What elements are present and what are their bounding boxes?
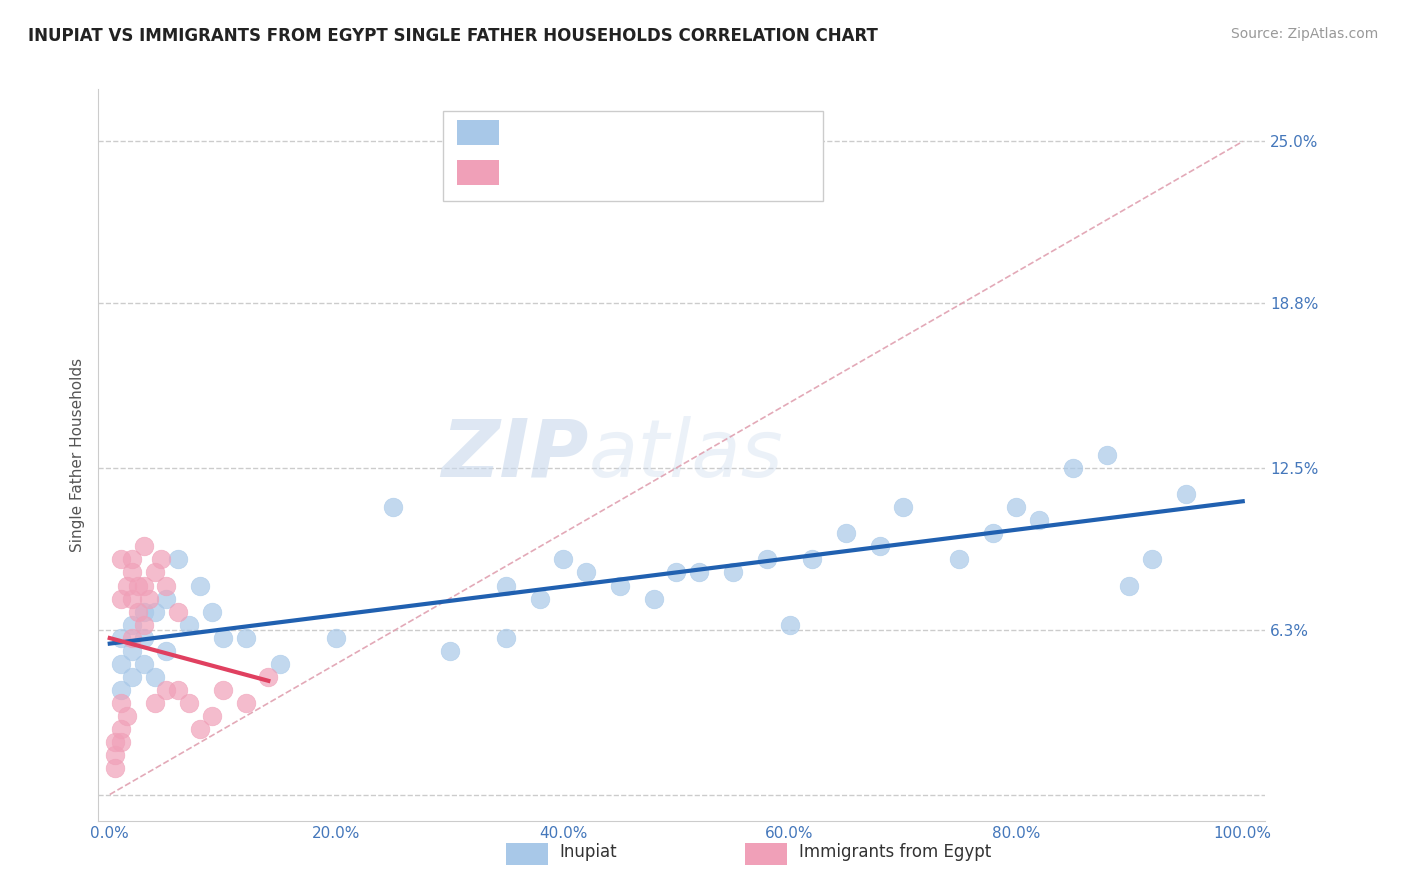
Immigrants from Egypt	[212, 683, 235, 698]
Inupiat	[891, 500, 914, 515]
Immigrants from Egypt	[110, 552, 132, 566]
Immigrants from Egypt	[257, 670, 280, 684]
Inupiat	[1005, 500, 1028, 515]
Inupiat	[121, 670, 143, 684]
Inupiat	[688, 566, 710, 580]
Immigrants from Egypt	[155, 578, 177, 592]
Text: Inupiat: Inupiat	[560, 843, 617, 861]
Inupiat	[110, 657, 132, 671]
Inupiat	[212, 631, 235, 645]
Text: Immigrants from Egypt: Immigrants from Egypt	[799, 843, 991, 861]
Immigrants from Egypt	[121, 552, 143, 566]
Inupiat	[1028, 513, 1050, 527]
Inupiat	[983, 526, 1005, 541]
Inupiat	[835, 526, 858, 541]
Immigrants from Egypt	[121, 566, 143, 580]
Immigrants from Egypt	[190, 723, 212, 737]
Immigrants from Egypt	[110, 723, 132, 737]
Inupiat	[132, 631, 155, 645]
Inupiat	[235, 631, 257, 645]
Inupiat	[382, 500, 405, 515]
Inupiat	[155, 591, 177, 606]
Inupiat	[643, 591, 665, 606]
Immigrants from Egypt	[115, 709, 138, 723]
Inupiat	[110, 631, 132, 645]
Inupiat	[177, 617, 200, 632]
Immigrants from Egypt	[115, 578, 138, 592]
Inupiat	[439, 644, 461, 658]
Inupiat	[779, 617, 801, 632]
Inupiat	[1062, 461, 1084, 475]
Inupiat	[132, 605, 155, 619]
Text: Source: ZipAtlas.com: Source: ZipAtlas.com	[1230, 27, 1378, 41]
Immigrants from Egypt	[121, 591, 143, 606]
Inupiat	[1118, 578, 1140, 592]
Inupiat	[143, 605, 166, 619]
Immigrants from Egypt	[127, 578, 149, 592]
Immigrants from Egypt	[166, 605, 188, 619]
Inupiat	[1175, 487, 1198, 501]
Inupiat	[1095, 448, 1118, 462]
Immigrants from Egypt	[132, 539, 155, 553]
Inupiat	[121, 644, 143, 658]
Inupiat	[721, 566, 744, 580]
Inupiat	[325, 631, 347, 645]
Inupiat	[609, 578, 631, 592]
Inupiat	[869, 539, 891, 553]
Immigrants from Egypt	[110, 696, 132, 710]
Inupiat	[665, 566, 688, 580]
Text: R =  0.561: R = 0.561	[510, 120, 614, 138]
Inupiat	[143, 670, 166, 684]
Inupiat	[1140, 552, 1163, 566]
Immigrants from Egypt	[121, 631, 143, 645]
Inupiat	[948, 552, 970, 566]
Immigrants from Egypt	[110, 735, 132, 749]
Immigrants from Egypt	[155, 683, 177, 698]
Immigrants from Egypt	[110, 591, 132, 606]
Text: N = 48: N = 48	[661, 120, 728, 138]
Immigrants from Egypt	[177, 696, 200, 710]
Inupiat	[132, 657, 155, 671]
Text: atlas: atlas	[589, 416, 783, 494]
Immigrants from Egypt	[143, 696, 166, 710]
Inupiat	[529, 591, 551, 606]
Text: R = 0.406: R = 0.406	[510, 161, 609, 178]
Inupiat	[110, 683, 132, 698]
Immigrants from Egypt	[132, 617, 155, 632]
Immigrants from Egypt	[235, 696, 257, 710]
Inupiat	[495, 578, 517, 592]
Immigrants from Egypt	[127, 605, 149, 619]
Immigrants from Egypt	[104, 735, 127, 749]
Immigrants from Egypt	[104, 748, 127, 763]
Text: ZIP: ZIP	[441, 416, 589, 494]
Text: N = 33: N = 33	[661, 161, 728, 178]
Immigrants from Egypt	[104, 761, 127, 775]
Immigrants from Egypt	[132, 578, 155, 592]
Text: INUPIAT VS IMMIGRANTS FROM EGYPT SINGLE FATHER HOUSEHOLDS CORRELATION CHART: INUPIAT VS IMMIGRANTS FROM EGYPT SINGLE …	[28, 27, 877, 45]
Inupiat	[269, 657, 291, 671]
Immigrants from Egypt	[166, 683, 188, 698]
Inupiat	[121, 617, 143, 632]
Immigrants from Egypt	[143, 566, 166, 580]
Inupiat	[801, 552, 824, 566]
Inupiat	[755, 552, 778, 566]
Immigrants from Egypt	[201, 709, 224, 723]
Inupiat	[166, 552, 188, 566]
Inupiat	[575, 566, 598, 580]
Y-axis label: Single Father Households: Single Father Households	[69, 358, 84, 552]
Immigrants from Egypt	[138, 591, 160, 606]
Inupiat	[495, 631, 517, 645]
Inupiat	[551, 552, 574, 566]
Immigrants from Egypt	[149, 552, 172, 566]
Inupiat	[201, 605, 224, 619]
Inupiat	[190, 578, 212, 592]
Inupiat	[155, 644, 177, 658]
